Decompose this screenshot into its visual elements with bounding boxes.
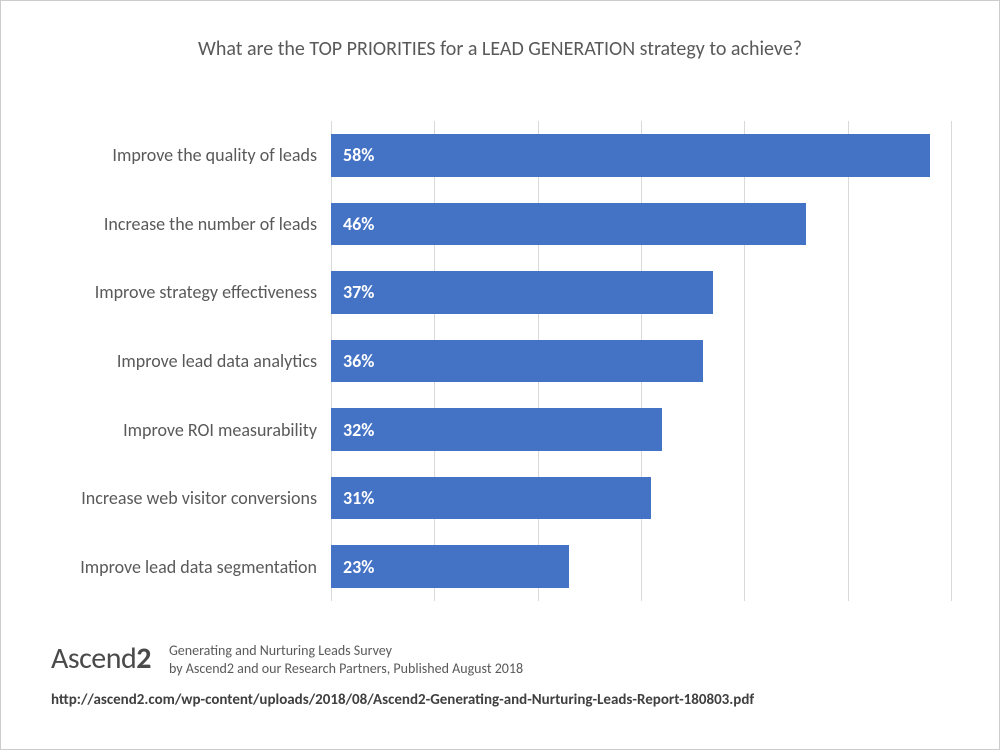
bar-row: 37%Improve strategy effectiveness	[331, 271, 951, 314]
bar-label: Improve lead data analytics	[117, 350, 317, 372]
bar-row: 46%Increase the number of leads	[331, 203, 951, 246]
bar	[331, 340, 703, 383]
footnote: Generating and Nurturing Leads Survey by…	[169, 642, 523, 677]
bar-value: 32%	[343, 419, 374, 441]
bar-value: 31%	[343, 487, 374, 509]
bar	[331, 134, 930, 177]
chart-title: What are the TOP PRIORITIES for a LEAD G…	[1, 1, 999, 61]
bar	[331, 408, 662, 451]
bar-value: 58%	[343, 144, 374, 166]
bar-row: 58%Improve the quality of leads	[331, 134, 951, 177]
bar-value: 46%	[343, 213, 374, 235]
bar-label: Improve strategy effectiveness	[95, 281, 317, 303]
bar-value: 37%	[343, 281, 374, 303]
bar-row: 31%Increase web visitor conversions	[331, 477, 951, 520]
bar-row: 32%Improve ROI measurability	[331, 408, 951, 451]
bar	[331, 203, 806, 246]
bars-container: 58%Improve the quality of leads 46%Increa…	[331, 121, 951, 601]
footer: Ascend2 Generating and Nurturing Leads S…	[51, 640, 949, 709]
logo: Ascend2	[51, 640, 151, 677]
bar	[331, 271, 713, 314]
bar-row: 36%Improve lead data analytics	[331, 340, 951, 383]
bar-label: Improve lead data segmentation	[80, 556, 317, 578]
bar-label: Improve the quality of leads	[112, 144, 317, 166]
footnote-line2: by Ascend2 and our Research Partners, Pu…	[169, 660, 523, 678]
bar-value: 36%	[343, 350, 374, 372]
source-url: http://ascend2.com/wp-content/uploads/20…	[51, 691, 949, 709]
gridline	[951, 121, 952, 601]
footnote-line1: Generating and Nurturing Leads Survey	[169, 642, 523, 660]
bar-label: Increase the number of leads	[104, 213, 317, 235]
bar-label: Increase web visitor conversions	[81, 487, 317, 509]
bar-label: Improve ROI measurability	[123, 419, 317, 441]
bar-value: 23%	[343, 556, 374, 578]
bar-row: 23%Improve lead data segmentation	[331, 545, 951, 588]
bar	[331, 477, 651, 520]
plot-area: 58%Improve the quality of leads 46%Increa…	[331, 121, 951, 601]
